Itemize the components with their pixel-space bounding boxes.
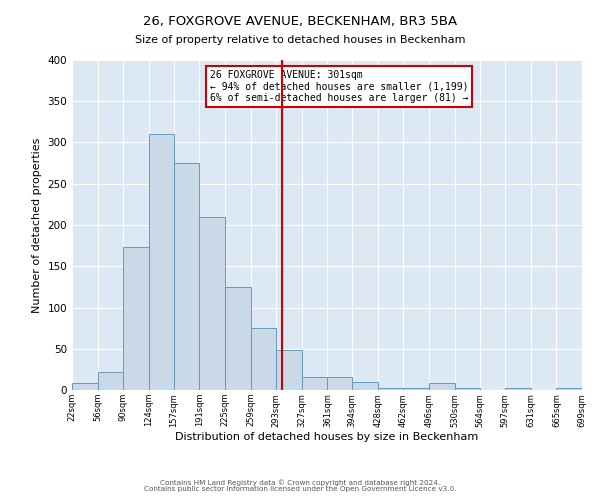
- Bar: [378, 388, 403, 390]
- Text: Contains HM Land Registry data © Crown copyright and database right 2024.
Contai: Contains HM Land Registry data © Crown c…: [144, 479, 456, 492]
- Bar: [505, 388, 531, 390]
- Bar: [429, 384, 455, 390]
- Bar: [455, 388, 481, 390]
- Bar: [199, 217, 225, 390]
- Text: 26 FOXGROVE AVENUE: 301sqm
← 94% of detached houses are smaller (1,199)
6% of se: 26 FOXGROVE AVENUE: 301sqm ← 94% of deta…: [210, 70, 468, 103]
- Bar: [328, 377, 352, 390]
- Bar: [556, 388, 582, 390]
- Bar: [302, 377, 328, 390]
- Bar: [225, 287, 251, 390]
- Bar: [72, 384, 98, 390]
- X-axis label: Distribution of detached houses by size in Beckenham: Distribution of detached houses by size …: [175, 432, 479, 442]
- Text: Size of property relative to detached houses in Beckenham: Size of property relative to detached ho…: [135, 35, 465, 45]
- Text: 26, FOXGROVE AVENUE, BECKENHAM, BR3 5BA: 26, FOXGROVE AVENUE, BECKENHAM, BR3 5BA: [143, 15, 457, 28]
- Bar: [352, 382, 378, 390]
- Bar: [251, 328, 276, 390]
- Bar: [98, 372, 123, 390]
- Bar: [276, 350, 302, 390]
- Bar: [149, 134, 173, 390]
- Y-axis label: Number of detached properties: Number of detached properties: [32, 138, 42, 312]
- Bar: [123, 248, 149, 390]
- Bar: [173, 163, 199, 390]
- Bar: [403, 388, 429, 390]
